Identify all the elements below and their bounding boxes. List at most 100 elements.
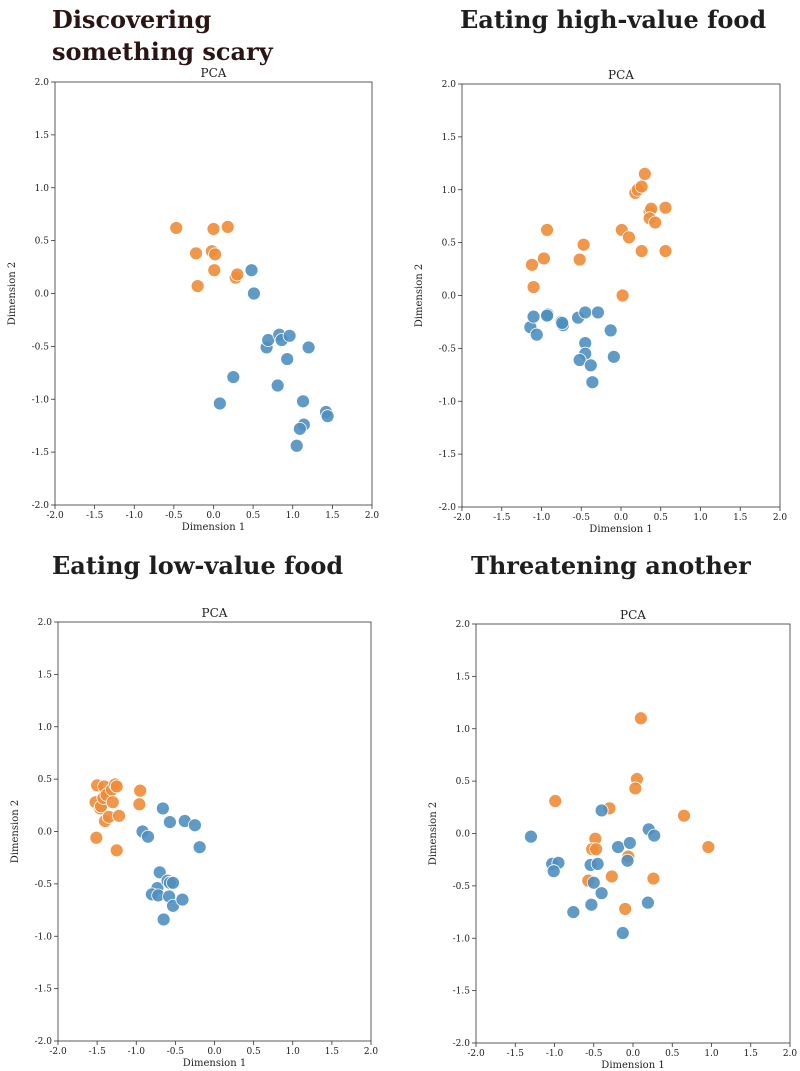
scatter-point-orange [525, 257, 539, 272]
scatter-point-blue [280, 352, 295, 366]
scatter-point-orange [576, 237, 591, 252]
scatter-plot-scary: PCA -2.0 -1.5 -1.0 -0.5 0.0 0.5 1.0 1.5 2.0 -2.0 -1… [7, 66, 379, 533]
scatter-point-blue [156, 912, 171, 927]
x-tick-label: -1.0 [533, 513, 551, 523]
y-tick-label: -1.0 [32, 395, 50, 405]
scatter-point-orange [622, 230, 636, 245]
y-tick-label: -1.5 [32, 448, 50, 458]
scatter-point-orange [207, 263, 222, 278]
scatter-point-blue [594, 886, 609, 901]
x-tick-label: -0.5 [165, 511, 183, 521]
scatter-point-blue [226, 370, 241, 384]
scatter-point-blue [296, 394, 310, 409]
scatter-point-orange [206, 222, 221, 236]
y-tick-label: -0.5 [32, 342, 50, 352]
scatter-point-orange [536, 251, 551, 266]
scatter-point-blue [606, 349, 621, 364]
scatter-point-blue [141, 829, 155, 844]
x-tick-label: -2.0 [46, 511, 64, 521]
x-tick-label: 0.5 [246, 1047, 261, 1057]
scatter-point-blue [155, 801, 170, 816]
scatter-point-orange [208, 247, 222, 262]
section-title-high-value-food: Eating high-value food [460, 5, 767, 34]
x-tick-label: 1.5 [744, 1049, 759, 1059]
scatter-point-blue [175, 892, 190, 907]
scatter-plot-threatening: PCA -2.0 -1.5 -1.0 -0.5 0.0 0.5 1.0 1.5 2.0 -2.0 -1… [428, 608, 798, 1071]
scatter-point-blue [584, 897, 599, 912]
scatter-point-orange [634, 179, 649, 194]
x-tick-label: -1.0 [126, 511, 144, 521]
x-tick-label: 0.5 [665, 1049, 680, 1059]
x-tick-label: -1.5 [507, 1049, 525, 1059]
scatter-point-blue [591, 305, 605, 320]
scatter-point-blue [320, 409, 335, 424]
scatter-point-orange [658, 244, 673, 258]
scatter-point-orange [133, 783, 148, 798]
plot-title: PCA [608, 68, 634, 82]
scatter-point-blue [188, 818, 202, 833]
scatter-point-orange [572, 252, 587, 267]
scatter-point-orange [112, 808, 126, 823]
section-title-threatening: Threatening another [471, 551, 751, 580]
scatter-point-blue [615, 926, 630, 940]
scatter-point-blue [162, 815, 177, 829]
scatter-point-orange [658, 200, 673, 215]
x-tick-label: 1.0 [286, 1047, 301, 1057]
scatter-point-blue [603, 323, 618, 338]
scatter-point-blue [270, 378, 285, 393]
scatter-point-orange [637, 166, 652, 181]
scatter-point-blue [622, 836, 637, 850]
scatter-point-blue [555, 316, 570, 330]
y-tick-label: 1.0 [456, 725, 471, 735]
y-tick-label: 1.0 [38, 723, 53, 733]
y-tick-label: -2.0 [439, 503, 457, 513]
scatter-point-orange [220, 219, 235, 234]
y-tick-label: 0.5 [38, 775, 53, 785]
x-axis-label: Dimension 1 [183, 1058, 246, 1069]
scatter-point-orange [646, 871, 661, 886]
section-title-low-value-food: Eating low-value food [52, 551, 344, 580]
scatter-point-orange [189, 246, 203, 261]
x-tick-label: -0.5 [573, 513, 591, 523]
y-tick-label: 0.0 [442, 292, 457, 302]
scatter-point-blue [192, 840, 207, 855]
scatter-point-orange [628, 781, 643, 796]
y-tick-label: 2.0 [456, 620, 471, 630]
x-tick-label: 2.0 [783, 1049, 798, 1059]
x-tick-label: -2.0 [49, 1047, 67, 1057]
scatter-point-blue [585, 375, 600, 390]
scatter-point-orange [548, 794, 563, 808]
x-tick-label: -1.5 [88, 1047, 106, 1057]
scatter-point-blue [566, 905, 581, 919]
scatter-point-blue [594, 803, 609, 818]
scatter-point-orange [109, 779, 124, 794]
scatter-point-orange [540, 223, 554, 237]
scatter-point-blue [524, 829, 538, 844]
scatter-point-blue [641, 895, 655, 910]
x-tick-label: -1.5 [86, 511, 104, 521]
y-tick-label: -0.5 [35, 880, 53, 890]
y-tick-label: 1.5 [35, 131, 50, 141]
scatter-point-blue [620, 853, 635, 868]
x-tick-label: -1.0 [128, 1047, 146, 1057]
x-tick-label: 0.0 [626, 1049, 641, 1059]
y-tick-label: 1.0 [35, 184, 50, 194]
scatter-point-orange [132, 797, 147, 812]
scatter-point-blue [292, 421, 307, 436]
x-tick-label: -1.5 [493, 513, 511, 523]
x-tick-label: 1.5 [325, 1047, 340, 1057]
y-axis-label: Dimension 2 [7, 262, 18, 325]
x-tick-label: -1.0 [546, 1049, 564, 1059]
x-tick-label: 1.0 [286, 511, 301, 521]
y-tick-label: -2.0 [453, 1039, 471, 1049]
x-tick-label: -0.5 [167, 1047, 185, 1057]
y-tick-label: 0.5 [35, 237, 50, 247]
y-tick-label: 1.5 [456, 672, 471, 682]
y-axis-label: Dimension 2 [428, 802, 439, 865]
x-axis-label: Dimension 1 [182, 522, 245, 533]
scatter-point-blue [301, 340, 316, 355]
scatter-point-orange [701, 840, 716, 855]
x-tick-label: 2.0 [773, 513, 788, 523]
scatter-point-blue [166, 875, 180, 890]
y-tick-label: -2.0 [32, 501, 50, 511]
